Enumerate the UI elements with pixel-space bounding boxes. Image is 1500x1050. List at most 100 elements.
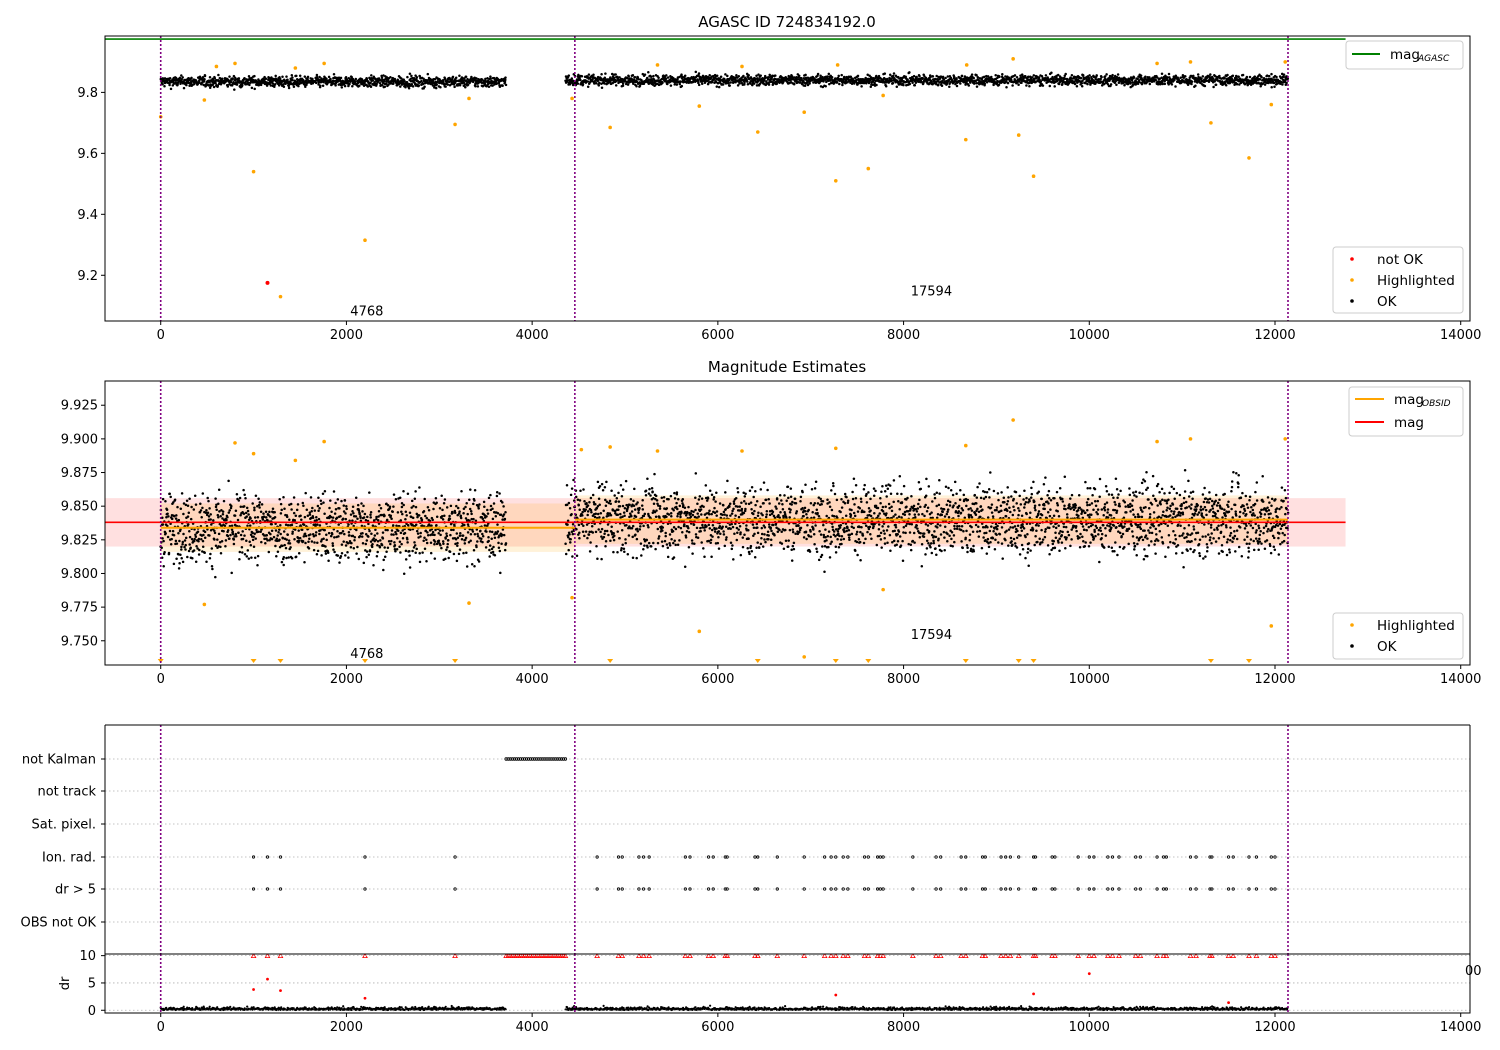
mag-ok-point [198, 548, 201, 552]
agasc-ok-point [632, 82, 635, 85]
mag-ok-point [344, 544, 348, 547]
mag-ok-point [636, 529, 640, 533]
mag-ok-point [432, 501, 436, 504]
mag-ok-point [422, 539, 425, 543]
agasc-ok-point [231, 77, 234, 80]
mag-ok-point [466, 512, 469, 516]
agasc-ok-point [446, 83, 450, 86]
agasc-ok-point [755, 74, 758, 77]
agasc-legend-line-label: mag [1390, 47, 1420, 63]
agasc-obsid-label: 4768 [350, 304, 383, 319]
mag-ok-point [390, 529, 394, 532]
mag-ok-point [353, 536, 357, 539]
mag-ok-point [567, 535, 570, 539]
mag-ok-point [591, 493, 595, 497]
agasc-ok-point [1200, 77, 1203, 80]
mag-ok-point [584, 508, 587, 511]
agasc-ok-point [756, 77, 759, 80]
mag-ok-point [586, 536, 589, 540]
mag-ok-point [340, 543, 344, 546]
mag-ok-point [482, 500, 486, 504]
agasc-highlighted-point [881, 93, 885, 98]
agasc-ok-point [597, 84, 601, 87]
mag-ok-point [487, 536, 490, 539]
agasc-ok-point [708, 74, 711, 77]
mag-ok-point [406, 523, 410, 527]
agasc-ok-point [1064, 72, 1067, 76]
mag-ok-point [589, 496, 593, 500]
mag-ok-point [451, 511, 454, 515]
mag-ok-point [176, 505, 179, 509]
mag-ok-point [329, 534, 333, 538]
mag-ok-point [187, 549, 191, 553]
mag-ok-point [252, 545, 256, 548]
agasc-ok-point [203, 78, 206, 81]
mag-ok-point [311, 532, 315, 536]
agasc-ok-point [366, 85, 370, 88]
agasc-ok-point [319, 84, 322, 87]
mag-ok-point [652, 497, 655, 500]
mag-ok-point [580, 522, 583, 526]
agasc-ok-point [295, 74, 298, 78]
mag-ok-point [585, 502, 588, 505]
mag-ok-point [367, 553, 371, 556]
agasc-ok-point [816, 72, 820, 76]
mag-ok-point [360, 502, 363, 505]
agasc-ok-point [483, 82, 487, 86]
agasc-ok-point [403, 79, 406, 83]
agasc-ok-point [226, 85, 230, 88]
mag-ok-point [391, 510, 394, 513]
mag-ok-point [451, 537, 455, 540]
agasc-ok-point [1117, 81, 1121, 85]
agasc-ok-point [944, 76, 947, 80]
mag-ok-point [598, 503, 601, 506]
mag-ok-point [318, 524, 322, 527]
mag-ok-point [336, 530, 339, 533]
mag-ok-point [612, 538, 616, 542]
agasc-ok-point [603, 82, 606, 85]
mag-ok-point [633, 487, 636, 491]
mag-ok-point [564, 542, 567, 545]
agasc-ok-point [911, 81, 914, 85]
mag-ok-point [194, 560, 198, 563]
mag-ok-point [433, 542, 436, 546]
agasc-ok-point [840, 73, 843, 77]
mag-ok-point [604, 498, 607, 502]
mag-ok-point [331, 519, 334, 522]
mag-ok-point [231, 532, 235, 536]
mag-ok-point [284, 523, 288, 527]
agasc-ok-point [291, 78, 294, 82]
agasc-ok-point [715, 74, 719, 77]
mag-ok-point [440, 546, 443, 550]
mag-ok-point [278, 538, 281, 541]
mag-ok-point [161, 497, 165, 501]
mag-ok-point [175, 514, 178, 517]
mag-ok-point [460, 538, 464, 541]
agasc-ok-point [1134, 79, 1138, 83]
mag-ok-point [358, 534, 362, 538]
mag-ok-point [331, 516, 335, 519]
mag-ok-point [231, 530, 235, 534]
mag-ok-point [365, 555, 368, 559]
mag-ok-point [178, 562, 181, 565]
agasc-ok-point [464, 85, 467, 89]
agasc-ok-point [1028, 85, 1031, 88]
agasc-ok-point [1128, 78, 1131, 81]
mag-ok-point [619, 512, 622, 516]
mag-ok-point [223, 524, 227, 528]
mag-ok-point [476, 532, 479, 536]
mag-ok-point [442, 542, 445, 545]
mag-ok-point [469, 532, 473, 536]
mag-ok-point [184, 548, 187, 551]
mag-ok-point [598, 485, 602, 488]
mag-ok-point [425, 516, 429, 520]
mag-ok-point [337, 535, 340, 538]
mag-ok-point [241, 530, 244, 533]
mag-ok-point [273, 515, 277, 519]
mag-ok-point [354, 515, 358, 518]
agasc-ok-point [462, 81, 466, 84]
agasc-ok-point [443, 77, 447, 81]
mag-ok-point [483, 524, 487, 527]
mag-ok-point [188, 535, 192, 539]
agasc-ok-point [233, 76, 237, 80]
